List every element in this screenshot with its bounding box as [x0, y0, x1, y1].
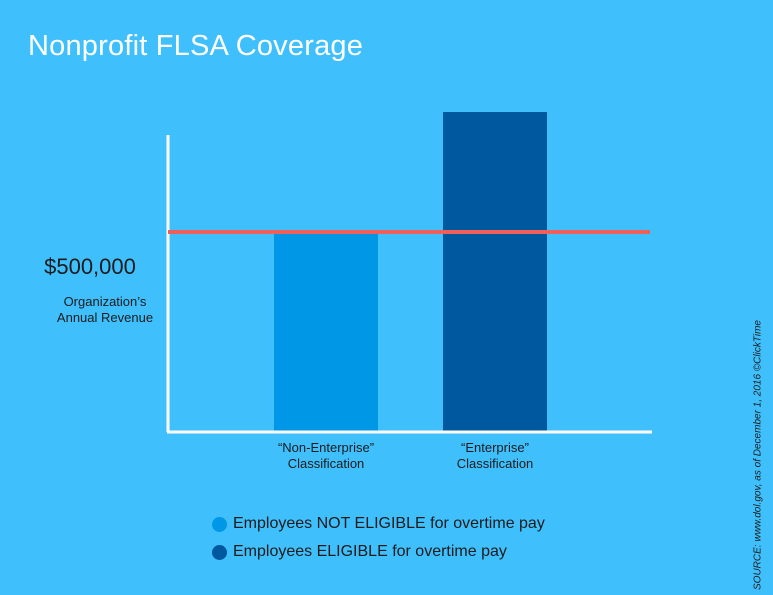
legend-swatch-eligible — [212, 544, 227, 560]
legend-swatch-not-eligible — [212, 516, 227, 532]
threshold-caption-line1: Organization’s — [63, 294, 147, 309]
x-tick-label: Classification — [288, 456, 365, 471]
bar-enterprise — [443, 112, 547, 432]
legend-item-not-eligible: Employees NOT ELIGIBLE for overtime pay — [212, 511, 545, 537]
legend-label-not-eligible: Employees NOT ELIGIBLE for overtime pay — [233, 515, 545, 532]
threshold-caption-line2: Annual Revenue — [56, 310, 154, 325]
legend-item-eligible: Employees ELIGIBLE for overtime pay — [212, 539, 545, 565]
source-note: SOURCE: www.dol.gov, as of December 1, 2… — [752, 320, 764, 590]
bar-non-enterprise — [274, 232, 378, 432]
threshold-caption: Organization’s Annual Revenue — [30, 294, 180, 326]
threshold-value-label: $500,000 — [44, 254, 136, 279]
chart-title: Nonprofit FLSA Coverage — [28, 30, 364, 62]
x-tick-label: Classification — [457, 456, 534, 471]
legend-label-eligible: Employees ELIGIBLE for overtime pay — [233, 543, 507, 560]
legend: Employees NOT ELIGIBLE for overtime pay … — [212, 511, 545, 567]
x-tick-label: “Enterprise” — [461, 440, 529, 455]
x-tick-label: “Non-Enterprise” — [278, 440, 374, 455]
